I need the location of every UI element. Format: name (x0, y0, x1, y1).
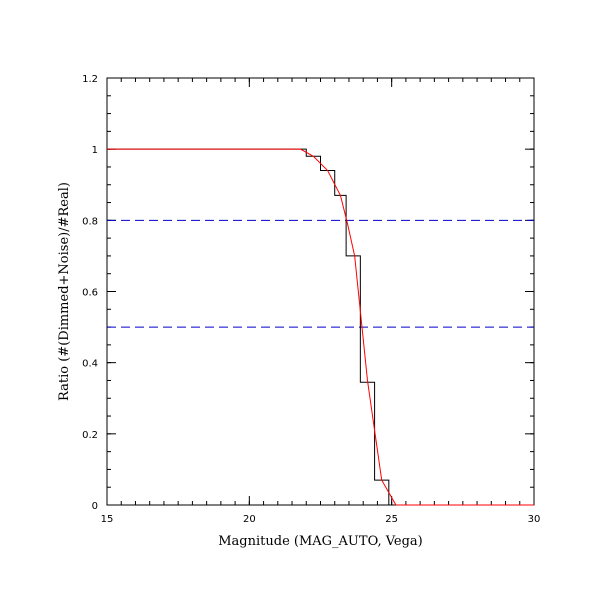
x-tick-label: 25 (385, 514, 398, 525)
y-tick-label: 0 (92, 501, 98, 512)
y-tick-label: 0.4 (82, 359, 98, 370)
plot-frame (106, 77, 535, 506)
x-tick-label: 20 (243, 514, 256, 525)
major-ticks (106, 77, 535, 506)
fitted-curve-series (107, 148, 534, 506)
series-layer (107, 148, 534, 506)
y-tick-label: 1 (92, 145, 98, 156)
y-tick-label: 1.2 (82, 74, 98, 85)
x-tick-labels: 15 20 25 30 (101, 514, 541, 525)
y-tick-label: 0.2 (82, 430, 98, 441)
x-tick-label: 30 (528, 514, 541, 525)
minor-ticks (106, 77, 535, 506)
y-tick-label: 0.6 (82, 288, 98, 299)
y-axis-title: Ratio (#(Dimmed+Noise)/#Real) (57, 182, 72, 401)
y-tick-labels: 0 0.2 0.4 0.6 0.8 1 1.2 (82, 74, 98, 512)
y-tick-label: 0.8 (82, 216, 98, 227)
reference-lines (107, 219, 534, 328)
x-axis-title: Magnitude (MAG_AUTO, Vega) (218, 534, 423, 549)
x-tick-label: 15 (101, 514, 114, 525)
